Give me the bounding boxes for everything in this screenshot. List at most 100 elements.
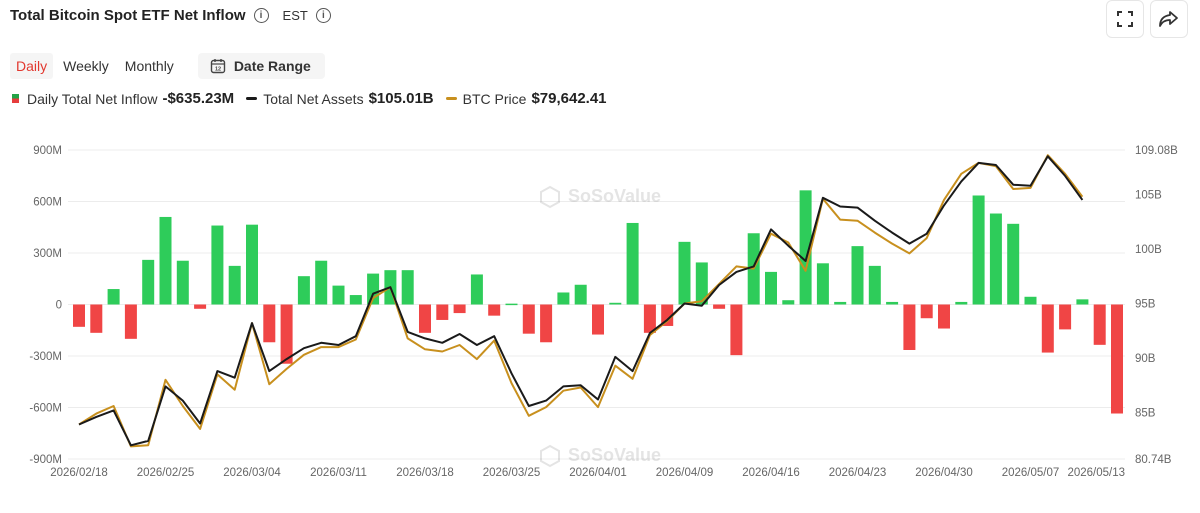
inflow-bar [159, 216, 172, 305]
x-tick-label: 2026/02/18 [50, 467, 108, 479]
legend-inflow-label: Daily Total Net Inflow [27, 90, 158, 107]
inflow-bar [747, 233, 760, 305]
inflow-bar [419, 304, 431, 333]
inflow-bar [263, 304, 276, 343]
inflow-bar [384, 270, 397, 305]
inflow-bar [661, 304, 674, 326]
inflow-bar [989, 213, 1002, 305]
timezone-info-icon[interactable]: i [315, 8, 331, 23]
y-right-tick-label: 90B [1135, 353, 1156, 365]
inflow-bar [436, 304, 449, 320]
inflow-bar [228, 265, 241, 305]
share-button[interactable] [1150, 0, 1188, 38]
inflow-bar [851, 246, 864, 305]
fullscreen-button[interactable] [1106, 0, 1144, 38]
inflow-bar [332, 285, 345, 305]
inflow-bar [782, 300, 795, 305]
y-right-tick-label: 109.08B [1135, 145, 1178, 157]
legend-inflow-value: -$635.23M [162, 90, 235, 107]
legend-inflow[interactable]: Daily Total Net Inflow -$635.23M [12, 90, 234, 107]
x-tick-label: 2026/04/30 [915, 467, 973, 479]
inflow-bar [557, 292, 570, 305]
inflow-bar [1007, 223, 1020, 305]
date-range-button[interactable]: 12 Date Range [197, 53, 325, 79]
svg-text:12: 12 [215, 67, 221, 73]
inflow-bar [695, 262, 708, 305]
inflow-bar [1093, 304, 1106, 345]
chart-header: Total Bitcoin Spot ETF Net Inflow i EST … [10, 7, 331, 24]
line-layer [78, 154, 1084, 448]
x-tick-label: 2026/04/16 [742, 467, 800, 479]
info-icon[interactable]: i [253, 8, 269, 23]
inflow-bar [367, 273, 380, 305]
inflow-bar [522, 304, 535, 334]
inflow-bar [1059, 304, 1072, 330]
interval-tabs: Daily Weekly Monthly 12 Date Range [10, 52, 325, 80]
legend-price-value: $79,642.41 [531, 90, 607, 107]
inflow-bar [505, 303, 518, 306]
inflow-bar [799, 190, 812, 305]
y-right-tick-label: 100B [1135, 244, 1162, 256]
inflow-bar [349, 295, 362, 305]
x-tick-label: 2026/04/01 [569, 467, 627, 479]
inflow-bar [297, 276, 310, 305]
inflow-bar [886, 301, 899, 305]
inflow-bar [972, 195, 985, 305]
inflow-bar [1111, 304, 1123, 414]
inflow-bar [1041, 304, 1054, 353]
inflow-bar [280, 304, 293, 364]
inflow-bar [643, 304, 656, 333]
total-net-assets-line [78, 155, 1084, 447]
inflow-bar [626, 222, 639, 305]
timezone-label: EST [282, 8, 308, 23]
inflow-bar [124, 304, 137, 339]
legend-assets-label: Total Net Assets [263, 90, 364, 107]
x-tick-label: 2026/05/13 [1067, 467, 1125, 479]
tab-monthly[interactable]: Monthly [124, 58, 174, 74]
inflow-bar [592, 304, 604, 335]
inflow-bar [730, 304, 743, 356]
inflow-bar [678, 241, 691, 305]
inflow-bar [401, 270, 414, 305]
legend-price[interactable]: BTC Price $79,642.41 [445, 90, 607, 107]
legend-assets-swatch [246, 97, 258, 100]
axis-layer: 900M 600M 300M 0 -300M -600M -900M 109.08B 105B 1… [29, 145, 1178, 479]
legend-inflow-swatch [12, 94, 19, 103]
inflow-bar [609, 302, 622, 305]
bar-layer [73, 190, 1123, 414]
inflow-bar [73, 304, 85, 327]
x-tick-label: 2026/03/11 [310, 467, 367, 479]
grid-layer [68, 149, 1125, 460]
y-left-tick-label: 600M [33, 197, 62, 209]
x-tick-label: 2026/05/07 [1002, 467, 1060, 479]
y-left-tick-label: 300M [33, 248, 62, 260]
inflow-bar [765, 271, 777, 305]
y-right-tick-label: 105B [1135, 189, 1162, 201]
inflow-bar [903, 304, 916, 350]
y-left-tick-label: -900M [29, 454, 62, 466]
tab-weekly[interactable]: Weekly [63, 58, 109, 74]
inflow-bar [315, 260, 328, 305]
x-tick-label: 2026/04/23 [829, 467, 887, 479]
inflow-bar [470, 274, 483, 305]
inflow-bar [938, 304, 950, 329]
y-right-tick-label: 95B [1135, 299, 1156, 311]
inflow-bar [176, 260, 189, 305]
inflow-bar [834, 301, 847, 305]
inflow-bar [920, 304, 933, 319]
inflow-bar [1024, 296, 1037, 305]
legend-assets[interactable]: Total Net Assets $105.01B [246, 90, 434, 107]
inflow-bar [713, 304, 726, 309]
watermark-text: SoSoValue [568, 186, 661, 206]
inflow-bar [868, 265, 881, 305]
tab-daily[interactable]: Daily [10, 53, 54, 79]
x-tick-label: 2026/02/25 [137, 467, 195, 479]
legend-price-swatch [445, 97, 457, 100]
watermark-logo-icon-2 [540, 444, 560, 468]
inflow-bar [194, 304, 207, 309]
y-left-tick-label: -300M [29, 351, 62, 363]
watermark-layer: SoSoValue SoSoValue [540, 185, 661, 468]
inflow-bar [107, 289, 120, 305]
chart-legend: Daily Total Net Inflow -$635.23M Total N… [12, 90, 619, 107]
y-right-tick-label: 80.74B [1135, 454, 1172, 466]
